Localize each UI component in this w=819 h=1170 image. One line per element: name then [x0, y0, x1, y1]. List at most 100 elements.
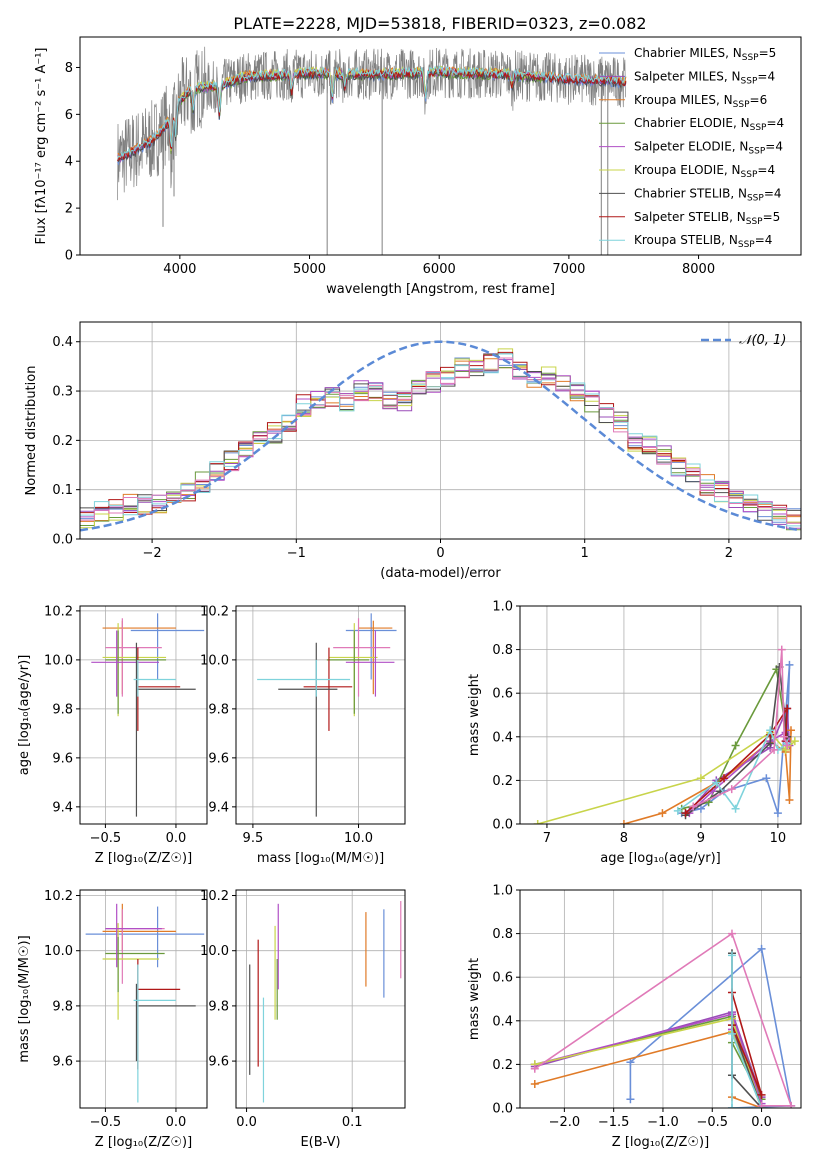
legend-label-sub: SSP: [742, 53, 759, 63]
axes-border: [79, 889, 208, 1109]
x-tick-label: 0: [436, 546, 444, 561]
legend-label-main: Salpeter STELIB, N: [634, 210, 746, 224]
y-tick-label: 0.0: [52, 533, 73, 548]
legend-label: 𝒩(0, 1): [739, 333, 786, 348]
plot-area: [91, 613, 205, 817]
panel-6: −0.5 0.0 9.6 9.8 10.0 10.2 Z [log₁₀(Z/Z☉)] mass…: [17, 889, 208, 1150]
x-tick-label: 0.0: [166, 1115, 187, 1130]
plot-area: [249, 901, 402, 1103]
legend-label-value: =4: [766, 116, 784, 130]
series-marker: [785, 660, 794, 669]
series-marker: [783, 741, 792, 750]
x-axis-label: E(B-V): [300, 1135, 340, 1150]
legend-label: Chabrier ELODIE, NSSP=4: [634, 116, 784, 133]
series-marker: [727, 929, 736, 938]
legend-label-sub: SSP: [741, 170, 758, 180]
y-tick-label: 0.3: [52, 385, 73, 400]
axes-frame: 4000 5000 6000 7000 8000 0 2 4 6 8 wavelength [Ang…: [34, 36, 802, 297]
x-tick-label: −0.5: [90, 1115, 122, 1130]
series-marker: [681, 809, 690, 818]
y-tick-label: 1.0: [492, 600, 513, 615]
axes-frame: 9.5 10.0 9.4 9.6 9.8 10.0 10.2 mass [log₁₀(M/M☉…: [200, 604, 406, 866]
y-tick-label: 9.4: [52, 800, 73, 815]
x-tick-label: 0.1: [342, 1115, 363, 1130]
series-marker: [731, 741, 740, 750]
legend-label: Chabrier MILES, NSSP=5: [634, 46, 776, 63]
errorbar-point: [105, 903, 162, 968]
series-line: [534, 932, 793, 1107]
x-tick-label: 9: [697, 831, 705, 846]
legend-label: Kroupa STELIB, NSSP=4: [634, 233, 772, 250]
x-axis-label: mass [log₁₀(M/M☉)]: [257, 851, 384, 866]
series-marker: [780, 732, 789, 741]
y-tick-label: 0: [65, 249, 73, 264]
y-tick-label: 9.8: [208, 702, 229, 717]
axes-border: [519, 605, 802, 825]
series-marker: [766, 739, 775, 748]
legend-label-value: =5: [763, 210, 781, 224]
y-tick-label: 10.0: [44, 944, 73, 959]
panel-8: −2.0 −1.5 −1.0 −0.5 0.0 0.0 0.2 0.4 0.6 0.8 1.0 Z […: [467, 884, 802, 1150]
legend-label: Salpeter ELODIE, NSSP=4: [634, 140, 783, 157]
legend-label-main: Salpeter MILES, N: [634, 69, 741, 83]
x-tick-label: 5000: [293, 262, 326, 277]
x-tick-label: 8000: [682, 262, 715, 277]
series-marker: [727, 785, 736, 794]
figure-title: PLATE=2228, MJD=53818, FIBERID=0323, z=0…: [233, 14, 646, 33]
series-marker: [762, 774, 771, 783]
x-tick-label: −0.5: [696, 1115, 728, 1130]
errorbar-point: [105, 936, 165, 993]
errorbar-point: [85, 906, 205, 968]
y-tick-label: 10.2: [200, 604, 229, 619]
y-tick-label: 10.2: [44, 889, 73, 904]
plot-area: [85, 903, 205, 1103]
x-axis-label: Z [log₁₀(Z/Z☉)]: [612, 1135, 709, 1150]
y-axis-label: mass weight: [467, 958, 482, 1040]
histogram-series: [80, 357, 801, 539]
y-tick-label: 0.2: [52, 434, 73, 449]
legend-label: Salpeter MILES, NSSP=4: [634, 69, 775, 86]
x-tick-label: −0.5: [90, 831, 122, 846]
y-tick-label: 9.6: [52, 751, 73, 766]
series-marker: [790, 737, 799, 746]
errorbar-point: [130, 613, 205, 680]
y-tick-label: 9.6: [208, 751, 229, 766]
series-marker: [757, 1101, 766, 1108]
legend-label: Kroupa MILES, NSSP=6: [634, 93, 767, 110]
series-marker: [530, 1064, 539, 1073]
plot-area: [117, 46, 627, 255]
errorbar-point: [326, 630, 370, 714]
normal-curve: [80, 340, 801, 532]
y-tick-label: 9.6: [52, 1055, 73, 1070]
y-tick-label: 0.4: [492, 730, 513, 745]
y-tick-label: 1.0: [492, 884, 513, 899]
legend-label-value: =6: [750, 93, 768, 107]
y-axis-label: mass weight: [467, 674, 482, 756]
y-axis-label: age [log₁₀(age/yr)]: [17, 655, 32, 776]
y-tick-label: 0.1: [52, 483, 73, 498]
legend-label-sub: SSP: [741, 76, 758, 86]
plot-area: [80, 340, 801, 539]
series-marker: [533, 820, 542, 824]
line-series: [681, 704, 792, 818]
errorbar-point: [133, 659, 176, 697]
legend-label: Chabrier STELIB, NSSP=4: [634, 186, 782, 203]
x-tick-label: 6000: [423, 262, 456, 277]
axes-border: [519, 889, 802, 1109]
axes-frame: −2.0 −1.5 −1.0 −0.5 0.0 0.0 0.2 0.4 0.6 0.8 1.0 Z […: [467, 884, 802, 1150]
line-series: [689, 645, 792, 811]
legend-label-main: Chabrier ELODIE, N: [634, 116, 750, 130]
series-marker: [673, 806, 682, 815]
series-marker: [766, 726, 775, 735]
y-axis-label: Normed distribution: [24, 366, 39, 496]
panel-2: −2 −1 0 1 2 0.0 0.1 0.2 0.3 0.4 (data-model)/error…: [24, 321, 802, 581]
series-marker: [727, 951, 736, 960]
y-tick-label: 4: [65, 155, 73, 170]
legend-label-main: Chabrier MILES, N: [634, 46, 742, 60]
series-marker: [696, 804, 705, 813]
legend-label-sub: SSP: [746, 217, 763, 227]
plot-area: [530, 929, 796, 1108]
axes-frame: −0.5 0.0 9.4 9.6 9.8 10.0 10.2 Z [log₁₀(Z/Z☉)] a…: [17, 604, 208, 866]
panel-4: 9.5 10.0 9.4 9.6 9.8 10.0 10.2 mass [log₁₀(M/M☉…: [200, 604, 406, 866]
y-tick-label: 0.8: [492, 643, 513, 658]
